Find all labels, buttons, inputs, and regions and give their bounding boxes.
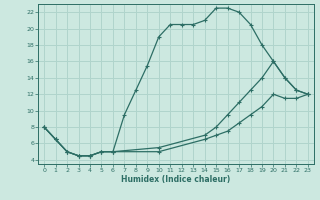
- X-axis label: Humidex (Indice chaleur): Humidex (Indice chaleur): [121, 175, 231, 184]
